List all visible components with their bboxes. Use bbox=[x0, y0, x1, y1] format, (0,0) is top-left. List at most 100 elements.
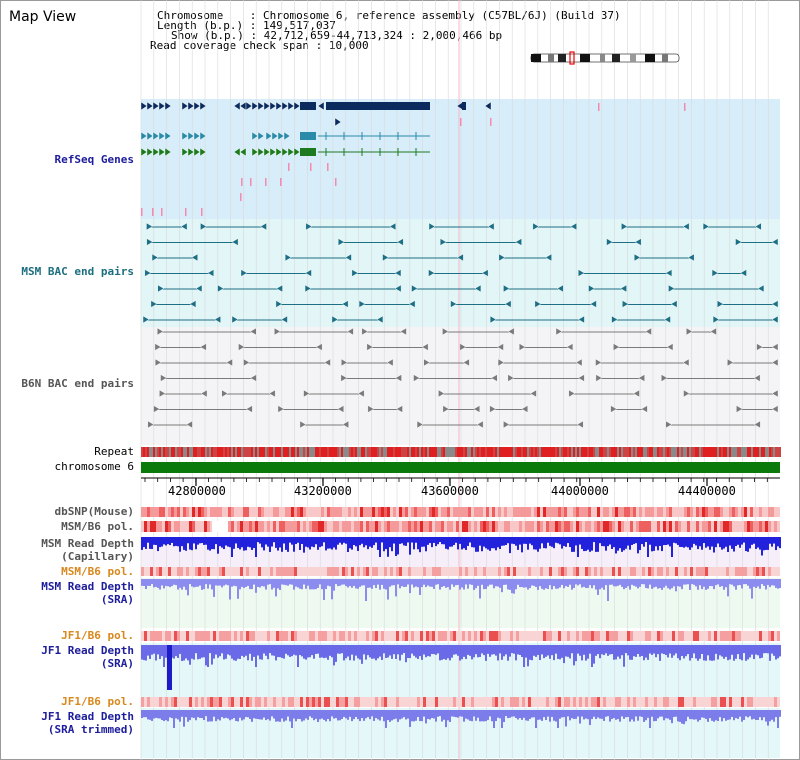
read-depth-bar bbox=[161, 579, 163, 586]
polymorphism-cell bbox=[420, 631, 423, 641]
polymorphism-cell bbox=[258, 697, 261, 707]
polymorphism-cell bbox=[216, 567, 219, 576]
read-depth-bar bbox=[703, 710, 705, 718]
repeat-mark bbox=[163, 447, 165, 457]
read-depth-bar bbox=[773, 645, 775, 656]
polymorphism-cell bbox=[456, 697, 459, 707]
repeat-mark bbox=[591, 447, 593, 457]
polymorphism-cell bbox=[543, 631, 546, 641]
repeat-mark bbox=[359, 447, 361, 457]
read-depth-bar bbox=[589, 537, 591, 552]
polymorphism-cell bbox=[597, 507, 600, 517]
read-depth-bar bbox=[363, 537, 365, 548]
polymorphism-cell bbox=[528, 507, 531, 517]
polymorphism-cell bbox=[405, 521, 408, 532]
polymorphism-cell bbox=[375, 697, 378, 707]
repeat-mark bbox=[447, 447, 449, 457]
read-depth-bar bbox=[565, 579, 567, 587]
read-depth-bar bbox=[477, 537, 479, 552]
polymorphism-cell bbox=[546, 521, 549, 532]
read-depth-bar bbox=[747, 579, 749, 586]
read-depth-bar bbox=[399, 645, 401, 661]
read-depth-bar bbox=[235, 537, 237, 544]
repeat-mark bbox=[567, 447, 569, 457]
gene-arrow bbox=[263, 147, 271, 157]
read-depth-bar bbox=[261, 579, 263, 587]
polymorphism-cell bbox=[279, 507, 282, 517]
polymorphism-cell bbox=[588, 521, 591, 532]
read-depth-bar bbox=[703, 645, 705, 661]
read-depth-bar bbox=[607, 579, 609, 601]
repeat-mark bbox=[759, 447, 761, 457]
polymorphism-cell bbox=[249, 567, 252, 576]
gene-arrow bbox=[250, 374, 257, 382]
polymorphism-cell bbox=[639, 567, 642, 576]
read-depth-bar bbox=[577, 645, 579, 654]
read-depth-bar bbox=[523, 537, 525, 544]
msm-depth-cap-sub: (Capillary) bbox=[61, 550, 134, 563]
polymorphism-cell bbox=[771, 567, 774, 576]
polymorphism-cell bbox=[609, 521, 612, 532]
polymorphism-cell bbox=[633, 507, 636, 517]
gene-arrow bbox=[269, 147, 277, 157]
read-depth-bar bbox=[459, 645, 461, 661]
read-depth-bar bbox=[321, 710, 323, 719]
polymorphism-cell bbox=[453, 507, 456, 517]
read-depth-bar bbox=[571, 579, 573, 590]
gene-arrow bbox=[413, 374, 420, 382]
read-depth-bar bbox=[165, 645, 167, 658]
repeat-mark bbox=[597, 447, 599, 457]
gene-arrow bbox=[195, 284, 203, 293]
read-depth-bar bbox=[769, 579, 771, 588]
gene-arrow bbox=[545, 253, 552, 262]
polymorphism-cell bbox=[162, 507, 165, 517]
read-depth-bar bbox=[331, 579, 333, 600]
read-depth-bar bbox=[687, 537, 689, 548]
repeat-mark bbox=[511, 447, 513, 457]
polymorphism-cell bbox=[501, 697, 504, 707]
read-depth-bar bbox=[753, 579, 755, 587]
gene-arrow bbox=[507, 374, 515, 382]
polymorphism-cell bbox=[594, 631, 597, 641]
read-depth-bar bbox=[569, 537, 571, 548]
polymorphism-cell bbox=[663, 567, 666, 576]
read-depth-bar bbox=[497, 579, 499, 587]
read-depth-bar bbox=[599, 645, 601, 659]
read-depth-bar bbox=[147, 645, 149, 656]
repeat-mark bbox=[277, 447, 279, 457]
polymorphism-cell bbox=[420, 567, 423, 576]
gene-arrow bbox=[181, 147, 189, 157]
read-depth-bar bbox=[201, 710, 203, 719]
repeat-mark bbox=[647, 447, 649, 457]
read-depth-bar bbox=[745, 645, 747, 661]
gene-arrow bbox=[588, 284, 595, 293]
polymorphism-cell bbox=[612, 521, 615, 532]
read-depth-bar bbox=[201, 579, 203, 590]
polymorphism-cell bbox=[759, 631, 762, 641]
gene-arrow bbox=[153, 405, 160, 413]
gene-arrow bbox=[771, 300, 779, 308]
read-depth-bar bbox=[207, 579, 209, 589]
polymorphism-cell bbox=[648, 507, 651, 517]
polymorphism-cell bbox=[321, 507, 324, 517]
polymorphism-cell bbox=[627, 521, 630, 532]
polymorphism-cell bbox=[645, 567, 648, 576]
repeat-mark bbox=[739, 447, 741, 457]
read-depth-bar bbox=[595, 579, 597, 590]
read-depth-bar bbox=[225, 537, 227, 546]
polymorphism-cell bbox=[768, 507, 771, 517]
polymorphism-cell bbox=[306, 697, 309, 707]
polymorphism-cell bbox=[306, 507, 309, 517]
read-depth-bar bbox=[191, 645, 193, 659]
read-depth-bar bbox=[391, 710, 393, 721]
read-depth-bar bbox=[317, 579, 319, 588]
polymorphism-cell bbox=[198, 521, 201, 532]
gene-block bbox=[300, 148, 316, 156]
read-depth-bar bbox=[635, 537, 637, 544]
polymorphism-cell bbox=[231, 697, 234, 707]
read-depth-bar bbox=[309, 645, 311, 658]
polymorphism-cell bbox=[714, 567, 717, 576]
read-depth-bar bbox=[343, 710, 345, 717]
read-depth-bar bbox=[467, 579, 469, 589]
